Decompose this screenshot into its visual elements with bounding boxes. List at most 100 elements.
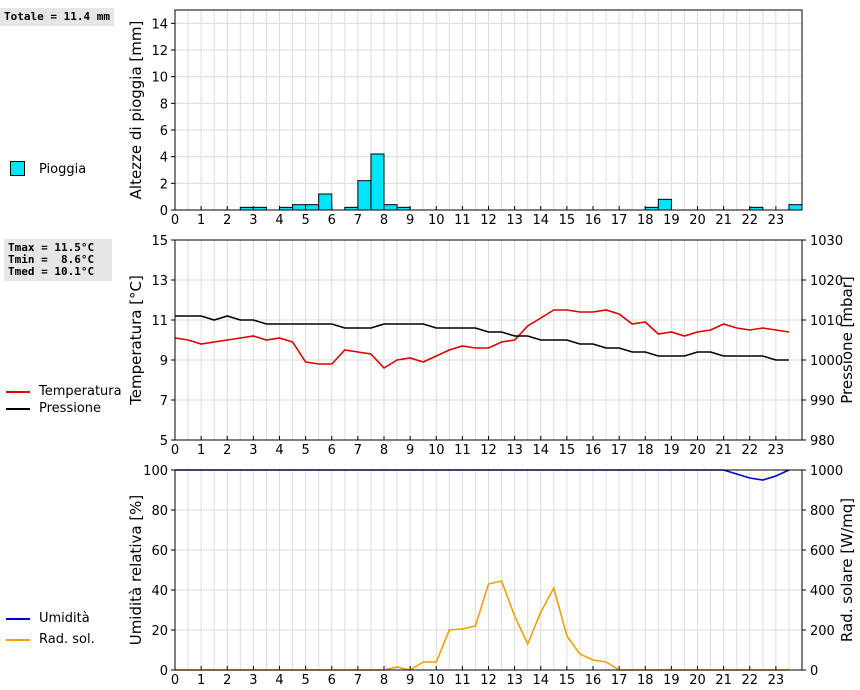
- pressure-line: [175, 315, 789, 361]
- x-tick-label: 23: [768, 443, 785, 458]
- x-tick-label: 2: [223, 213, 231, 228]
- x-tick-label: 13: [506, 213, 523, 228]
- chart-3-group: [171, 469, 806, 671]
- x-tick-label: 14: [532, 673, 549, 688]
- rain-total-box: Totale = 11.4 mm: [0, 8, 114, 26]
- x-tick-label: 19: [663, 443, 680, 458]
- y-tick-label: 6: [160, 124, 168, 139]
- y2-tick-label: 1000: [810, 464, 843, 479]
- chart-1-group: [171, 10, 802, 211]
- x-tick-label: 17: [611, 443, 628, 458]
- x-tick-label: 21: [715, 443, 732, 458]
- x-tick-label: 1: [197, 673, 205, 688]
- x-tick-label: 8: [380, 443, 388, 458]
- y-tick-label: 100: [143, 464, 168, 479]
- x-tick-label: 16: [585, 443, 602, 458]
- x-tick-label: 11: [454, 673, 471, 688]
- hum-legend-label: Umidità: [39, 611, 90, 626]
- x-tick-label: 2: [223, 673, 231, 688]
- x-tick-label: 16: [585, 213, 602, 228]
- y-axis-label: Umidità relativa [%]: [127, 495, 145, 646]
- temp-stats-box: Tmax = 11.5°C Tmin = 8.6°C Tmed = 10.1°C: [4, 239, 112, 281]
- x-tick-label: 21: [715, 673, 732, 688]
- y-tick-label: 11: [151, 314, 168, 329]
- y2-tick-label: 990: [810, 394, 835, 409]
- y-tick-label: 9: [160, 354, 168, 369]
- hum-legend-line: [6, 618, 30, 620]
- temp-legend-label: Temperatura: [39, 384, 122, 399]
- x-tick-label: 18: [637, 673, 654, 688]
- x-tick-label: 10: [428, 673, 445, 688]
- x-tick-label: 18: [637, 443, 654, 458]
- y-tick-label: 13: [151, 274, 168, 289]
- x-tick-label: 1: [197, 443, 205, 458]
- x-tick-label: 1: [197, 213, 205, 228]
- rain-bar: [657, 198, 672, 211]
- rain-bar: [383, 204, 398, 211]
- y-axis-label: Temperatura [°C]: [127, 275, 145, 406]
- rain-bar: [788, 204, 803, 211]
- rain-bar: [370, 153, 385, 211]
- x-tick-label: 23: [768, 673, 785, 688]
- y-tick-label: 10: [151, 71, 168, 86]
- x-tick-label: 9: [406, 443, 414, 458]
- humidity-line: [175, 469, 790, 481]
- y-tick-label: 40: [151, 584, 168, 599]
- x-tick-label: 13: [506, 443, 523, 458]
- y2-tick-label: 600: [810, 544, 835, 559]
- y2-tick-label: 400: [810, 584, 835, 599]
- rain-bar: [305, 204, 320, 211]
- x-tick-label: 12: [480, 213, 497, 228]
- y2-tick-label: 1000: [810, 354, 843, 369]
- x-tick-label: 3: [249, 213, 257, 228]
- x-tick-label: 3: [249, 673, 257, 688]
- y-tick-label: 2: [160, 177, 168, 192]
- x-tick-label: 22: [741, 213, 758, 228]
- y2-tick-label: 1020: [810, 274, 843, 289]
- x-tick-label: 6: [328, 673, 336, 688]
- y-tick-label: 5: [160, 434, 168, 449]
- x-tick-label: 0: [171, 213, 179, 228]
- x-tick-label: 19: [663, 213, 680, 228]
- y2-tick-label: 980: [810, 434, 835, 449]
- tmax-text: Tmax = 11.5°C: [8, 241, 95, 254]
- x-tick-label: 6: [328, 443, 336, 458]
- temp-chart-frame: [174, 239, 803, 441]
- y2-tick-label: 1030: [810, 234, 843, 249]
- x-tick-label: 14: [532, 213, 549, 228]
- y2-axis-label: Rad. solare [W/mq]: [838, 498, 856, 642]
- y-axis-label: Altezze di pioggia [mm]: [127, 21, 145, 200]
- x-tick-label: 17: [611, 213, 628, 228]
- x-tick-label: 20: [689, 443, 706, 458]
- x-tick-label: 13: [506, 673, 523, 688]
- x-tick-label: 10: [428, 213, 445, 228]
- x-tick-label: 10: [428, 443, 445, 458]
- y-tick-label: 12: [151, 44, 168, 59]
- x-tick-label: 18: [637, 213, 654, 228]
- x-tick-label: 12: [480, 443, 497, 458]
- y-tick-label: 0: [160, 204, 168, 219]
- x-tick-label: 22: [741, 443, 758, 458]
- y-tick-label: 60: [151, 544, 168, 559]
- x-tick-label: 20: [689, 213, 706, 228]
- x-tick-label: 22: [741, 673, 758, 688]
- x-tick-label: 12: [480, 673, 497, 688]
- rad-legend-line: [6, 639, 30, 641]
- y-tick-label: 20: [151, 624, 168, 639]
- y2-tick-label: 200: [810, 624, 835, 639]
- rain-bar: [318, 193, 333, 211]
- x-tick-label: 2: [223, 443, 231, 458]
- y-tick-label: 8: [160, 97, 168, 112]
- y-tick-label: 0: [160, 664, 168, 679]
- rain-legend-swatch: [10, 161, 25, 176]
- x-tick-label: 7: [354, 673, 362, 688]
- y2-tick-label: 800: [810, 504, 835, 519]
- x-tick-label: 11: [454, 443, 471, 458]
- temp-legend-line: [6, 391, 30, 393]
- x-tick-label: 11: [454, 213, 471, 228]
- y-tick-label: 15: [151, 234, 168, 249]
- x-tick-label: 15: [559, 213, 576, 228]
- tmed-text: Tmed = 10.1°C: [8, 265, 95, 278]
- rain-bar: [292, 204, 307, 211]
